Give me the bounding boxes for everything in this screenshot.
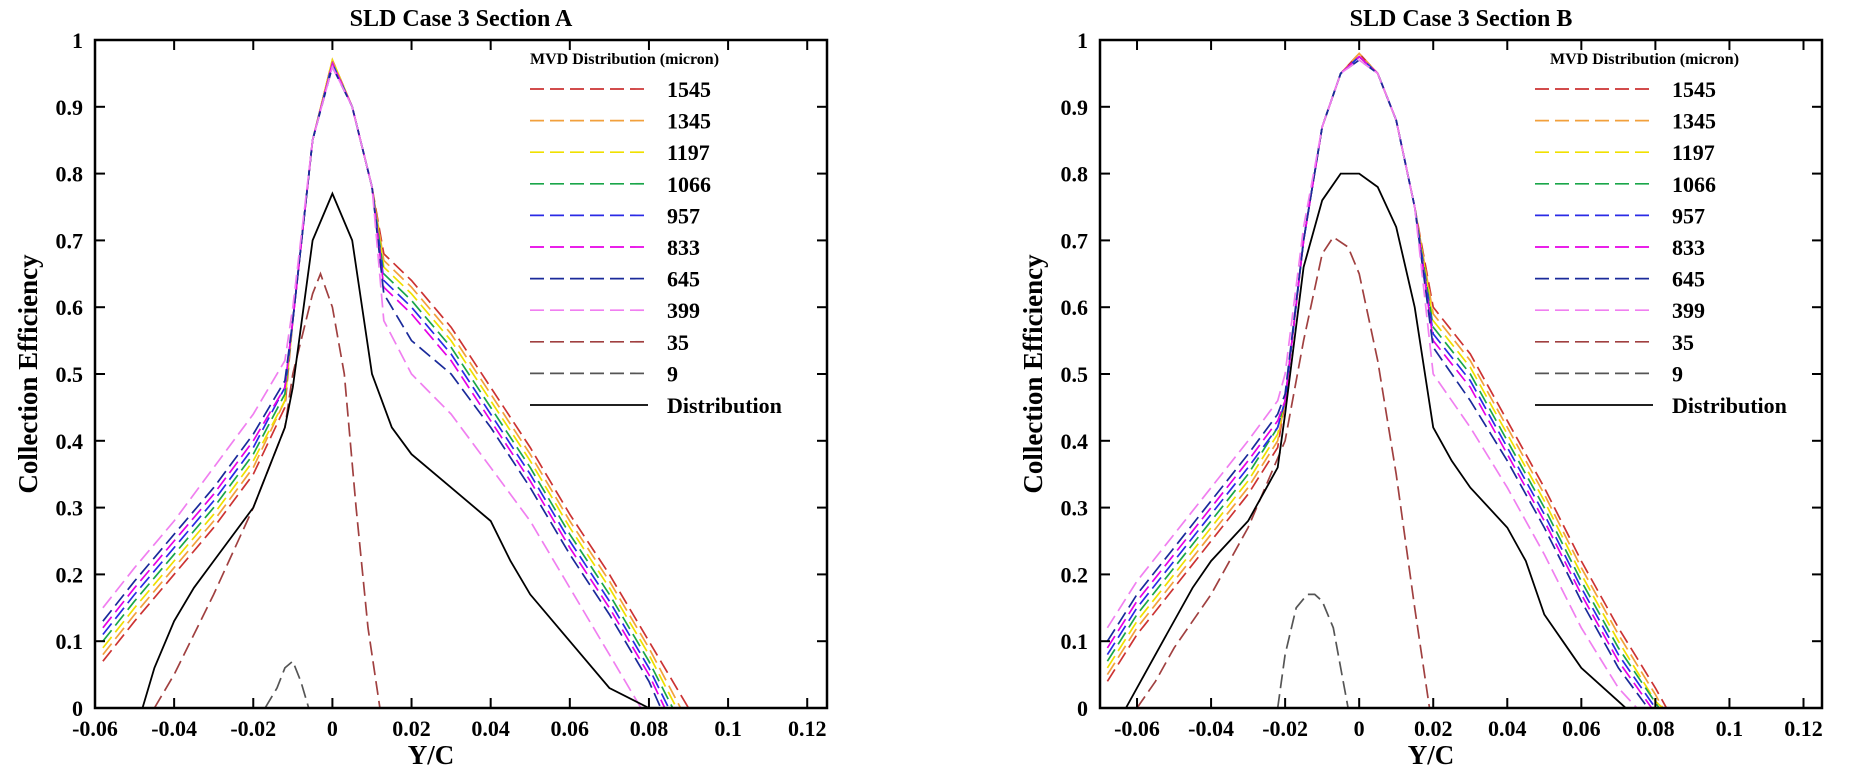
x-tick-label: 0.06 (1562, 716, 1601, 741)
chart-panel-b: SLD Case 3 Section B 0 0.1 0.2 0.3 0.4 0.5 0.6 0… (1018, 6, 1824, 770)
legend-label: 1545 (667, 77, 711, 102)
series-line-9 (1276, 593, 1349, 708)
x-tick-label: 0.1 (714, 716, 742, 741)
series-line-9 (264, 659, 310, 708)
legend-label: 1345 (667, 109, 711, 134)
series-line-399 (1106, 58, 1638, 708)
y-tick-label: 0.2 (1061, 562, 1089, 587)
y-tick-label: 0.3 (1061, 496, 1089, 521)
x-tick-label: -0.06 (72, 716, 118, 741)
y-axis-label: Collection Efficiency (1018, 254, 1048, 494)
x-tick-label: -0.04 (151, 716, 197, 741)
y-tick-label: 0.7 (56, 228, 84, 253)
y-tick-label: 0.5 (1061, 362, 1089, 387)
series-group (1106, 52, 1668, 708)
legend-label: 1197 (1672, 140, 1715, 165)
y-tick-label: 0 (1077, 696, 1088, 721)
x-tick-label: -0.04 (1188, 716, 1234, 741)
series-line-1066 (1106, 55, 1660, 708)
y-tick-label: 1 (72, 28, 83, 53)
y-tick-label: 0.1 (1061, 629, 1089, 654)
legend-label: 35 (667, 330, 689, 355)
legend-title: MVD Distribution (micron) (1550, 51, 1739, 68)
series-group (102, 57, 690, 708)
x-tick-label: 0.06 (551, 716, 590, 741)
legend-label: 833 (667, 235, 700, 260)
y-tick-label: 0.1 (56, 629, 84, 654)
y-tick-label: 1 (1077, 28, 1088, 53)
y-tick-label: 0.5 (56, 362, 84, 387)
x-tick-label: 0 (327, 716, 338, 741)
chart-title: SLD Case 3 Section B (1350, 6, 1573, 32)
series-line-645 (102, 64, 662, 708)
x-tick-label: -0.02 (230, 716, 276, 741)
x-tick-label: 0.04 (471, 716, 510, 741)
legend-label: 399 (667, 298, 700, 323)
series-line-1197 (1106, 55, 1664, 708)
y-tick-label: 0.9 (1061, 95, 1089, 120)
x-tick-label: -0.06 (1114, 716, 1160, 741)
y-tick-label: 0.4 (56, 429, 84, 454)
y-tick-label: 0.8 (56, 162, 84, 187)
series-line-distribution (1125, 172, 1627, 708)
y-tick-label: 0.8 (1061, 162, 1089, 187)
x-tick-label: 0.08 (630, 716, 669, 741)
legend: MVD Distribution (micron) 1545 1345 1197 106… (1535, 51, 1787, 418)
x-axis-label: Y/C (1408, 740, 1455, 770)
y-axis-label: Collection Efficiency (13, 254, 43, 494)
legend-label: 1066 (667, 172, 711, 197)
y-tick-label: 0 (72, 696, 83, 721)
plot-frame (93, 38, 829, 710)
legend-label: 35 (1672, 330, 1694, 355)
legend-title: MVD Distribution (micron) (530, 51, 719, 68)
series-line-1345 (102, 57, 682, 708)
legend-label: 399 (1672, 298, 1705, 323)
series-line-1066 (102, 60, 674, 708)
x-axis-label: Y/C (408, 740, 455, 770)
legend-label: 1197 (667, 140, 710, 165)
legend-label: 9 (667, 361, 678, 386)
legend-label: 1345 (1672, 109, 1716, 134)
series-line-35 (153, 271, 381, 708)
x-tick-label: 0.08 (1636, 716, 1675, 741)
x-tick-label: 0.12 (788, 716, 827, 741)
series-line-1545 (102, 57, 690, 708)
x-tick-label: 0.02 (392, 716, 431, 741)
series-line-distribution (141, 191, 650, 708)
y-tick-label: 0.9 (56, 95, 84, 120)
x-tick-label: -0.02 (1262, 716, 1308, 741)
legend: MVD Distribution (micron) 1545 1345 1197 106… (530, 51, 782, 418)
legend-label: 957 (667, 203, 700, 228)
legend-label: 1545 (1672, 77, 1716, 102)
x-tick-label: 0 (1354, 716, 1365, 741)
series-line-833 (102, 60, 666, 708)
x-tick-label: 0.12 (1784, 716, 1823, 741)
series-line-1345 (1106, 52, 1664, 708)
legend-label: 957 (1672, 203, 1705, 228)
series-line-35 (1136, 235, 1431, 708)
chart-panel-a: SLD Case 3 Section A 0 0.1 0.2 0.3 0.4 0.5 0.6 0… (13, 6, 829, 770)
x-tick-label: 0.02 (1414, 716, 1453, 741)
y-tick-label: 0.2 (56, 562, 84, 587)
legend-label: 9 (1672, 361, 1683, 386)
legend-label: Distribution (667, 393, 782, 418)
legend-label: 833 (1672, 235, 1705, 260)
x-tick-label: 0.1 (1716, 716, 1744, 741)
legend-label: 1066 (1672, 172, 1716, 197)
x-tick-label: 0.04 (1488, 716, 1527, 741)
series-line-645 (1106, 58, 1649, 708)
legend-label: 645 (667, 267, 700, 292)
series-line-399 (102, 64, 642, 708)
chart-title: SLD Case 3 Section A (350, 6, 573, 32)
y-tick-label: 0.6 (1061, 295, 1089, 320)
series-line-833 (1106, 55, 1653, 708)
legend-label: Distribution (1672, 393, 1787, 418)
legend-label: 645 (1672, 267, 1705, 292)
y-tick-label: 0.4 (1061, 429, 1089, 454)
series-line-1197 (102, 57, 678, 708)
y-tick-label: 0.3 (56, 496, 84, 521)
y-tick-label: 0.7 (1061, 228, 1089, 253)
y-tick-label: 0.6 (56, 295, 84, 320)
